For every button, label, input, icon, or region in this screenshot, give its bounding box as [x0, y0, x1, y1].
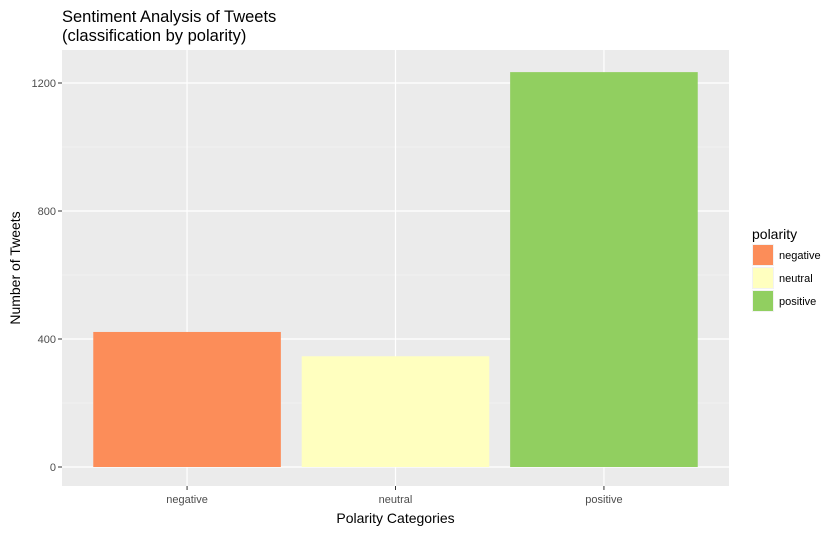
x-tick-label: positive: [585, 494, 622, 506]
y-tick-label: 0: [50, 462, 56, 474]
legend: polarity negative neutral positive: [752, 226, 821, 312]
y-tick-label: 1200: [32, 78, 56, 90]
legend-key-neutral: [753, 268, 773, 288]
legend-label-positive: positive: [779, 296, 816, 308]
x-tick-label: neutral: [379, 494, 413, 506]
chart-title: Sentiment Analysis of Tweets (classifica…: [62, 8, 276, 46]
bar-neutral: [301, 356, 490, 467]
x-axis-ticks: negative neutral positive: [166, 486, 623, 506]
y-axis-title: Number of Tweets: [7, 211, 23, 324]
legend-label-neutral: neutral: [779, 273, 813, 285]
chart-title-line-2: (classification by polarity): [62, 27, 247, 45]
legend-title: polarity: [752, 226, 797, 242]
legend-label-negative: negative: [779, 250, 821, 262]
y-tick-label: 800: [38, 206, 56, 218]
bars: [93, 72, 698, 468]
bar-negative: [93, 331, 281, 467]
legend-key-positive: [753, 291, 773, 311]
legend-key-negative: [753, 245, 773, 265]
x-tick-label: negative: [166, 494, 208, 506]
chart-title-line-1: Sentiment Analysis of Tweets: [62, 8, 277, 26]
y-axis-ticks: 0 400 800 1200: [32, 78, 62, 474]
y-tick-label: 400: [38, 334, 56, 346]
x-axis-title: Polarity Categories: [336, 510, 454, 526]
bar-positive: [510, 72, 698, 468]
